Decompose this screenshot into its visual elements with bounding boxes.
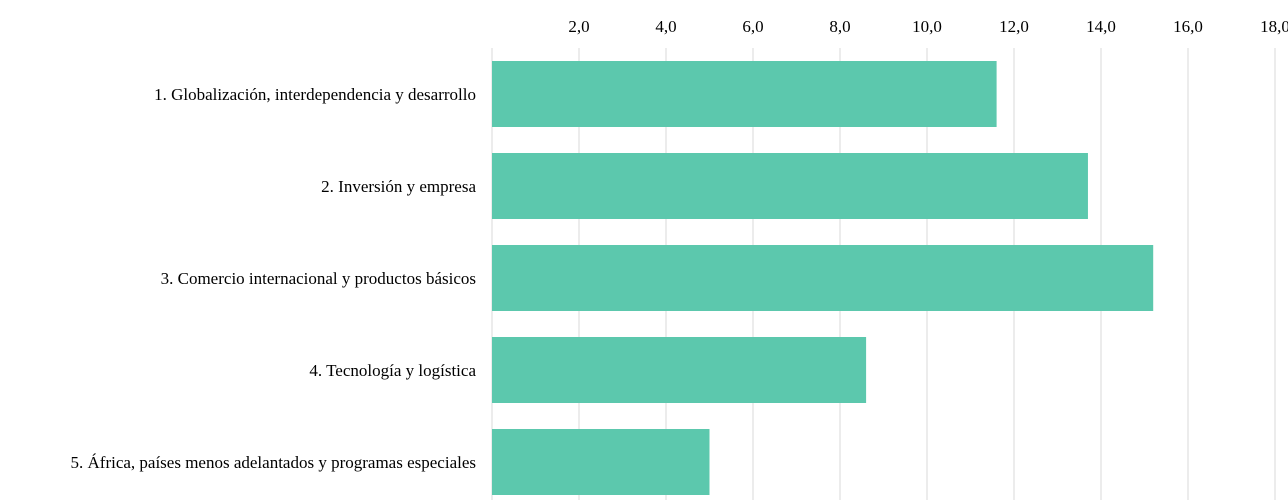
x-tick-label: 18,0 (1260, 17, 1288, 36)
category-label-2: 2. Inversión y empresa (321, 177, 476, 196)
x-tick-label: 16,0 (1173, 17, 1203, 36)
category-label-1: 1. Globalización, interdependencia y des… (154, 85, 476, 104)
bar-2 (492, 153, 1088, 219)
x-tick-label: 8,0 (829, 17, 850, 36)
category-label-3: 3. Comercio internacional y productos bá… (161, 269, 476, 288)
category-label-5: 5. África, países menos adelantados y pr… (71, 453, 477, 472)
category-labels: 1. Globalización, interdependencia y des… (71, 85, 477, 472)
category-label-4: 4. Tecnología y logística (309, 361, 476, 380)
bar-1 (492, 61, 997, 127)
bar-3 (492, 245, 1154, 311)
bar-5 (492, 429, 710, 495)
x-tick-label: 10,0 (912, 17, 942, 36)
x-tick-label: 2,0 (568, 17, 589, 36)
x-tick-label: 12,0 (999, 17, 1029, 36)
x-tick-label: 6,0 (742, 17, 763, 36)
x-axis-ticks: 2,0 4,0 6,0 8,0 10,0 12,0 14,0 16,0 18,0 (568, 17, 1288, 36)
x-tick-label: 14,0 (1086, 17, 1116, 36)
bar-4 (492, 337, 867, 403)
bars (492, 61, 1154, 495)
x-tick-label: 4,0 (655, 17, 676, 36)
